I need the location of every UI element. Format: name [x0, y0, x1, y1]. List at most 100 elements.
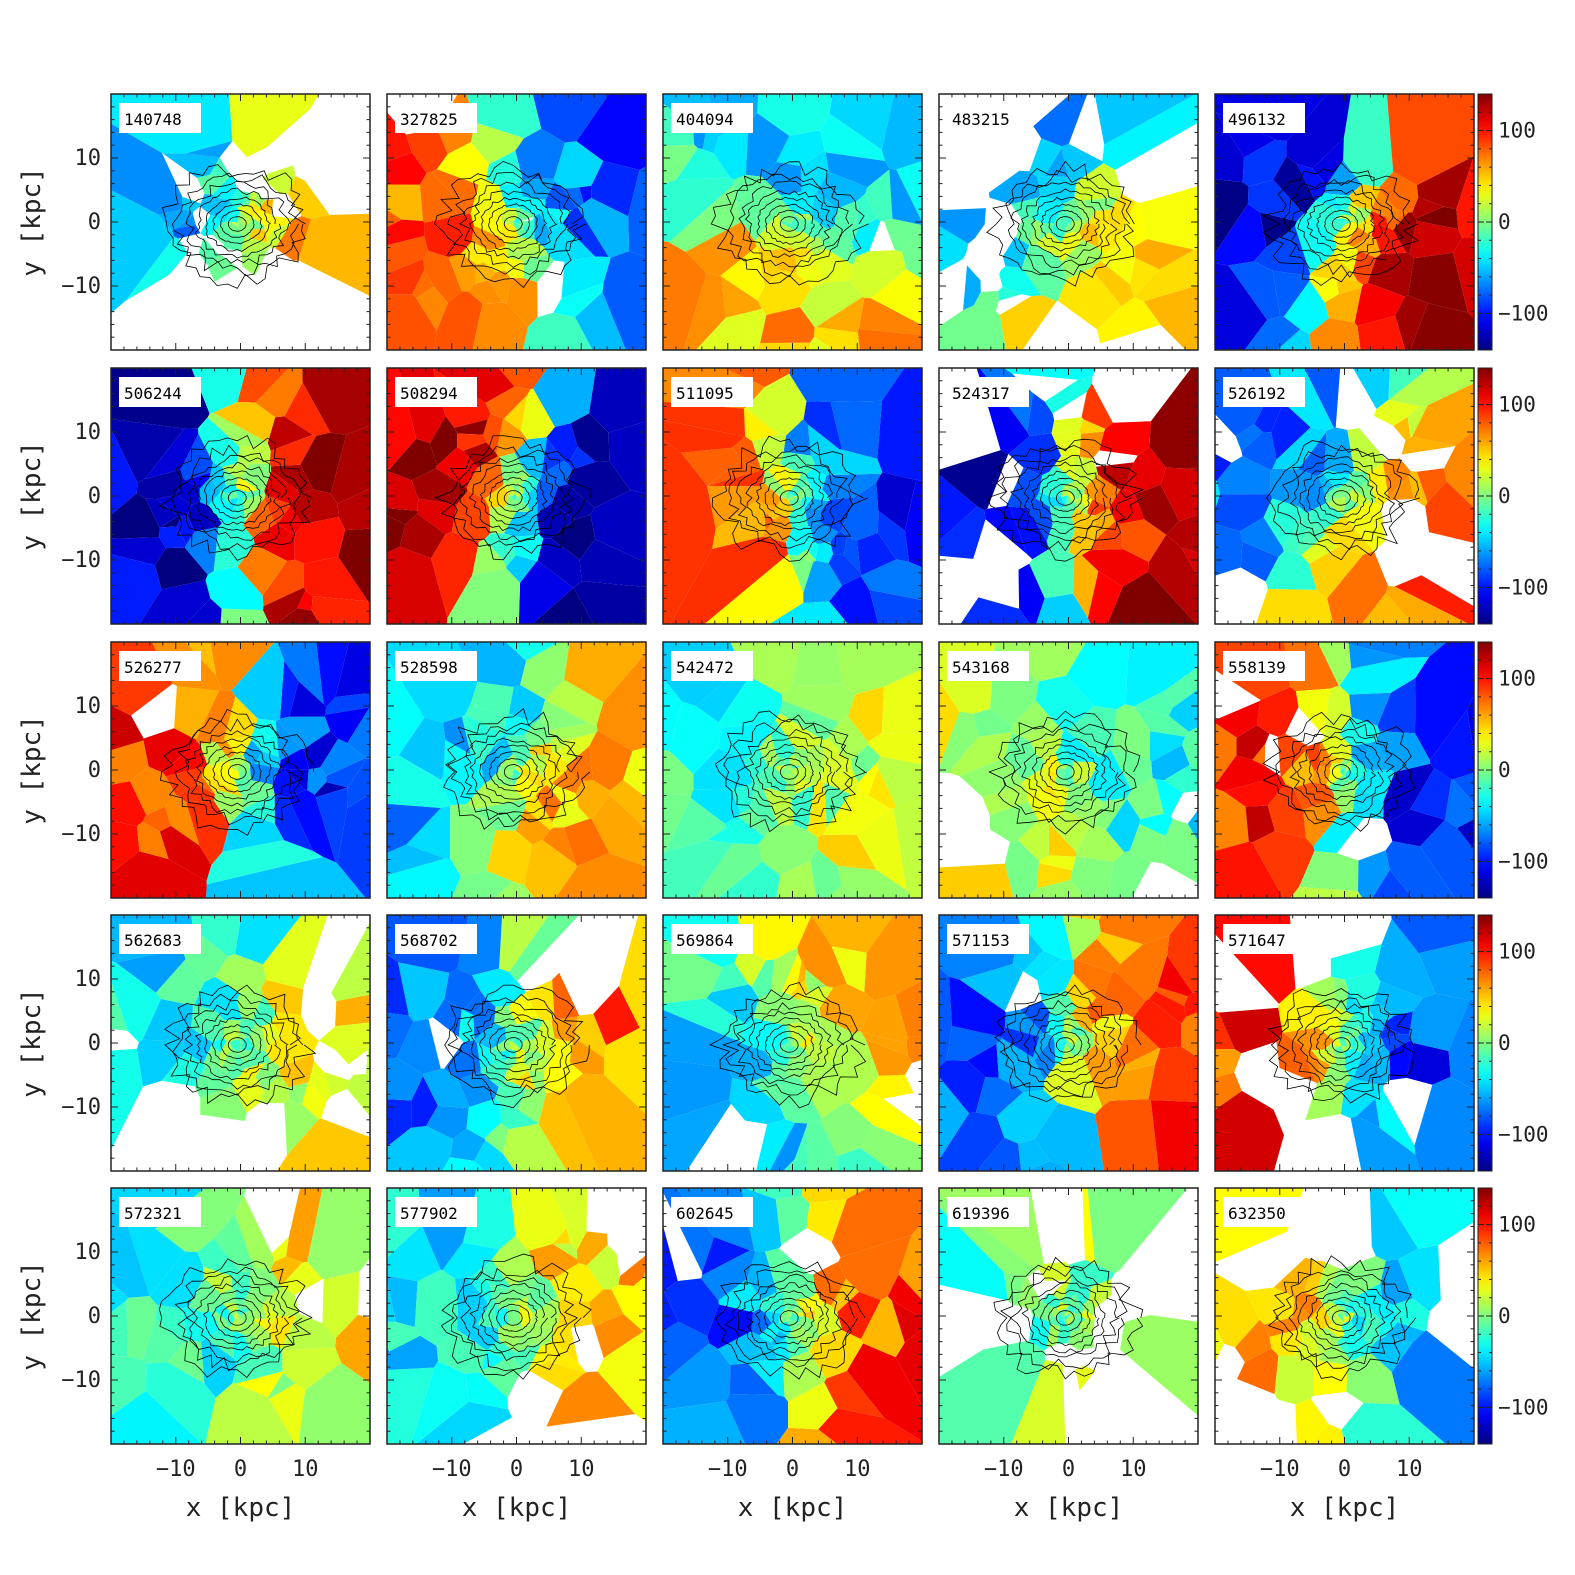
velocity-bin — [1358, 850, 1390, 898]
velocity-bin — [237, 221, 243, 224]
velocity-bin — [414, 1269, 458, 1346]
velocity-bin — [1058, 1310, 1065, 1316]
velocity-bin — [1046, 1012, 1065, 1037]
contour-line — [495, 1303, 531, 1332]
velocity-bin — [1106, 798, 1141, 852]
velocity-bin — [783, 1350, 827, 1402]
velocity-bin — [494, 1292, 511, 1309]
velocity-bin — [770, 947, 798, 994]
velocity-bin — [518, 494, 525, 502]
velocity-bin — [1337, 1313, 1345, 1323]
velocity-bin — [387, 546, 448, 624]
contour-line — [1307, 1290, 1376, 1347]
velocity-bin — [1414, 1076, 1474, 1171]
contour-line — [460, 1276, 568, 1362]
velocity-bin — [1228, 261, 1281, 320]
velocity-bin — [815, 541, 833, 564]
velocity-bin — [262, 165, 296, 195]
panel-528598: 528598 — [386, 641, 647, 899]
contour-line — [709, 982, 867, 1109]
contour-line — [480, 197, 548, 253]
velocity-bin — [206, 840, 324, 885]
velocity-bin — [498, 368, 548, 390]
velocity-bin — [881, 669, 922, 734]
velocity-bin — [1324, 427, 1354, 475]
velocity-bin — [676, 148, 731, 180]
contour-line — [194, 1008, 281, 1081]
velocity-bin — [1345, 990, 1363, 1015]
velocity-bin — [1160, 467, 1198, 522]
surface-brightness-contours — [994, 984, 1142, 1103]
velocity-bin — [219, 491, 231, 505]
contour-line — [459, 1001, 568, 1089]
velocity-bin — [1420, 819, 1474, 898]
velocity-bin — [1392, 212, 1417, 254]
colorbar-tick-label: 100 — [1498, 393, 1536, 417]
velocity-bin — [1066, 1314, 1069, 1317]
x-tick-label: 10 — [568, 1457, 595, 1482]
velocity-bin — [214, 954, 267, 994]
x-tick-label: 0 — [786, 1457, 799, 1482]
panel-id-box — [1223, 103, 1305, 133]
velocity-bin — [1006, 467, 1043, 509]
velocity-bin — [528, 1244, 579, 1281]
velocity-bin — [1143, 285, 1198, 350]
velocity-bin — [514, 437, 547, 479]
velocity-bin — [1082, 1298, 1096, 1316]
velocity-bin — [1301, 1045, 1319, 1084]
contour-line — [764, 203, 815, 245]
panel-id-label: 602645 — [676, 1204, 734, 1223]
velocity-bin — [898, 1223, 922, 1300]
velocity-bin — [996, 1038, 1016, 1087]
velocity-bin — [1410, 768, 1452, 820]
velocity-bin — [787, 1042, 793, 1047]
velocity-bin — [1163, 764, 1198, 793]
velocity-bin — [155, 547, 208, 590]
velocity-bin — [576, 94, 646, 170]
velocity-bin — [1061, 240, 1103, 280]
velocity-bin — [791, 642, 843, 686]
velocity-bin — [1215, 841, 1284, 898]
velocity-bin — [472, 539, 507, 576]
velocity-bin — [1341, 1041, 1346, 1047]
velocity-bin — [261, 1023, 283, 1049]
contour-line — [1308, 1016, 1375, 1073]
surface-brightness-contours — [164, 984, 317, 1107]
velocity-bin — [509, 1041, 521, 1052]
velocity-bin — [491, 1235, 536, 1287]
velocity-bin — [1041, 990, 1077, 1017]
velocity-bin — [503, 713, 535, 736]
x-tick-label: 0 — [510, 1457, 523, 1482]
y-tick-label: 0 — [88, 484, 101, 509]
velocity-bin — [861, 559, 922, 601]
velocity-bin — [1307, 503, 1344, 531]
velocity-bin — [1407, 405, 1428, 438]
velocity-bin — [1416, 156, 1474, 210]
y-tick-label: 0 — [88, 1031, 101, 1056]
velocity-bin — [756, 1119, 795, 1171]
velocity-bin — [773, 1338, 791, 1363]
velocity-bin — [1356, 1098, 1380, 1128]
velocity-bin — [757, 247, 781, 287]
velocity-bin — [758, 824, 818, 876]
velocity-bin — [467, 1275, 493, 1302]
velocity-bin — [430, 416, 458, 466]
velocity-bin — [149, 1251, 204, 1309]
panel-id-label: 526277 — [124, 658, 182, 677]
velocity-bin — [798, 218, 810, 232]
velocity-bin — [522, 312, 593, 350]
velocity-bin — [1370, 1336, 1413, 1373]
contour-line — [158, 1258, 313, 1378]
velocity-bin — [416, 1401, 512, 1444]
velocity-bin — [314, 782, 348, 798]
velocity-bins — [387, 94, 646, 350]
velocity-bin — [939, 305, 1006, 350]
velocity-bin — [1361, 1312, 1381, 1348]
x-axis-label: x [kpc] — [1014, 1493, 1124, 1523]
contour-line — [174, 718, 304, 826]
velocity-bin — [759, 732, 778, 768]
velocity-bin — [524, 795, 554, 831]
velocity-bin — [628, 166, 646, 257]
velocity-bin — [1182, 727, 1198, 771]
contour-line — [1306, 196, 1376, 252]
